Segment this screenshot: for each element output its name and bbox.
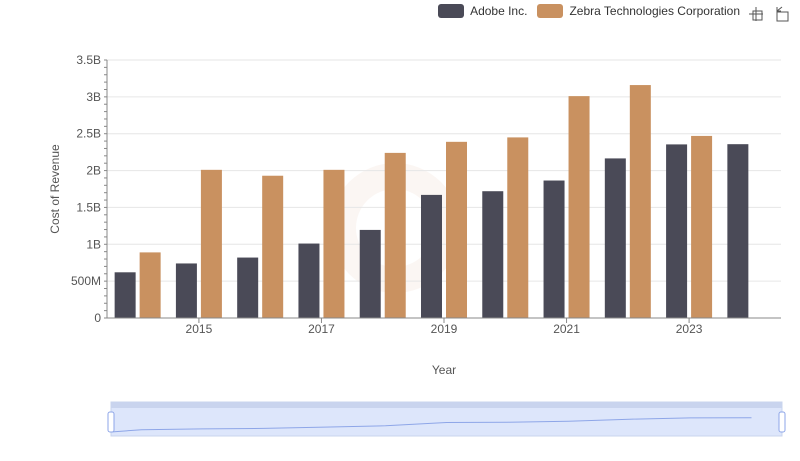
bar-adobe-2014[interactable] — [114, 272, 136, 318]
bar-adobe-2024[interactable] — [727, 144, 749, 318]
bar-zebra-2019[interactable] — [446, 141, 467, 318]
legend-item-adobe[interactable]: Adobe Inc. — [438, 4, 527, 18]
y-tick-label: 1B — [86, 237, 101, 251]
x-tick-label: 2015 — [186, 322, 213, 336]
y-tick-label: 500M — [71, 274, 101, 288]
legend-swatch-zebra — [537, 4, 564, 18]
x-tick-label: 2017 — [308, 322, 335, 336]
bar-adobe-2018[interactable] — [359, 229, 381, 318]
legend-item-zebra[interactable]: Zebra Technologies Corporation — [537, 4, 740, 18]
chart-toolbar — [748, 6, 790, 22]
slider-left-handle[interactable] — [107, 411, 115, 433]
zoom-slider[interactable] — [107, 401, 786, 437]
bar-zebra-2020[interactable] — [507, 137, 529, 318]
y-axis: 0 500M 1B 1.5B 2B 2.5B 3B 3.5B — [71, 53, 108, 325]
x-tick-label: 2023 — [676, 322, 703, 336]
bar-zebra-2016[interactable] — [262, 175, 284, 318]
legend: Adobe Inc. Zebra Technologies Corporatio… — [438, 4, 740, 18]
bar-zebra-2015[interactable] — [200, 169, 222, 318]
y-tick-label: 2B — [86, 164, 101, 178]
bar-zebra-2022[interactable] — [629, 85, 651, 318]
bar-adobe-2016[interactable] — [237, 257, 259, 318]
x-tick-label: 2021 — [553, 322, 580, 336]
x-tick-label: 2019 — [431, 322, 458, 336]
bar-zebra-2018[interactable] — [384, 152, 406, 318]
bar-adobe-2017[interactable] — [298, 243, 320, 318]
legend-label-adobe: Adobe Inc. — [470, 4, 528, 18]
y-axis-title: Cost of Revenue — [48, 144, 62, 234]
x-axis-title: Year — [432, 363, 456, 377]
bar-adobe-2022[interactable] — [604, 158, 626, 318]
x-axis: 2015 2017 2019 2021 2023 — [107, 317, 781, 336]
y-tick-label: 1.5B — [76, 200, 101, 214]
y-tick-label: 2.5B — [76, 127, 101, 141]
y-tick-label: 3.5B — [76, 53, 101, 67]
crosshair-icon[interactable] — [748, 6, 764, 22]
legend-label-zebra: Zebra Technologies Corporation — [569, 4, 740, 18]
bar-zebra-2021[interactable] — [568, 96, 590, 319]
reset-zoom-icon[interactable] — [774, 6, 790, 22]
bar-zebra-2023[interactable] — [691, 135, 713, 318]
slider-top-bar[interactable] — [111, 402, 782, 408]
bar-zebra-2017[interactable] — [323, 169, 345, 318]
y-tick-label: 3B — [86, 90, 101, 104]
bar-adobe-2019[interactable] — [421, 194, 442, 318]
bar-adobe-2015[interactable] — [175, 263, 197, 318]
slider-preview-line — [110, 417, 752, 433]
legend-swatch-adobe — [438, 4, 465, 18]
bar-adobe-2021[interactable] — [543, 180, 565, 318]
y-tick-label: 0 — [94, 311, 101, 325]
bar-zebra-2014[interactable] — [139, 252, 161, 318]
bars — [114, 85, 749, 319]
slider-right-handle[interactable] — [778, 411, 786, 433]
bar-adobe-2023[interactable] — [666, 144, 688, 318]
bar-adobe-2020[interactable] — [482, 191, 504, 318]
